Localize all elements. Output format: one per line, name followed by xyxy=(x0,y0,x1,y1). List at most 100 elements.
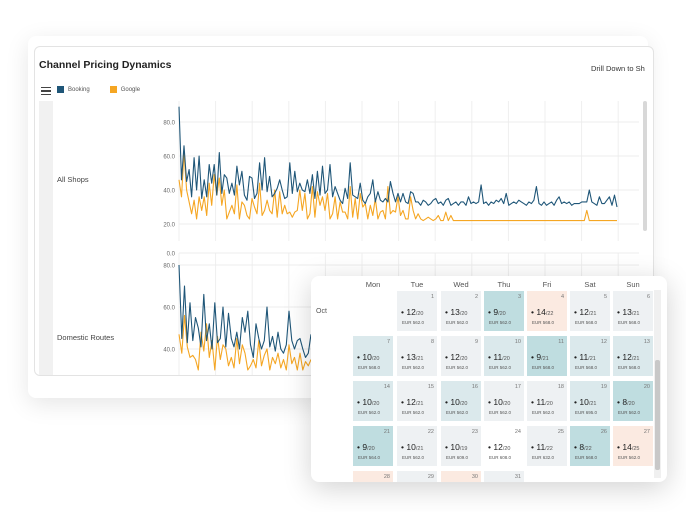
bullet-icon: • xyxy=(531,352,537,362)
bullet-icon: • xyxy=(445,307,451,317)
day-header-wed: Wed xyxy=(453,280,469,289)
drill-down-link[interactable]: Drill Down to Sh xyxy=(591,64,645,73)
calendar-day-3[interactable]: 3 • 9/20 EUR 562.0 xyxy=(483,290,525,332)
bullet-icon: • xyxy=(531,442,537,452)
price-value: 12 xyxy=(493,442,503,452)
day-eur-price: EUR 562.0 xyxy=(489,365,512,370)
price-value: 12 xyxy=(622,352,632,362)
calendar-day-5[interactable]: 5 • 12/21 EUR 568.0 xyxy=(569,290,611,332)
day-number: 27 xyxy=(643,429,650,435)
price-value: 11 xyxy=(579,352,589,362)
day-eur-price: EUR 562.0 xyxy=(402,455,425,460)
calendar-day-19[interactable]: 19 • 10/21 EUR 695.0 xyxy=(569,380,611,422)
day-price: • 9/20 xyxy=(488,307,506,317)
day-eur-price: EUR 568.0 xyxy=(532,365,555,370)
day-price: • 12/21 xyxy=(617,352,639,362)
day-number: 23 xyxy=(471,429,478,435)
calendar-day-4[interactable]: 4 • 14/22 EUR 568.0 xyxy=(526,290,568,332)
day-number: 12 xyxy=(600,339,607,345)
bullet-icon: • xyxy=(574,397,580,407)
series-line-booking-all-shops xyxy=(178,106,618,208)
calendar-day-13[interactable]: 13 • 12/21 EUR 568.0 xyxy=(612,335,654,377)
day-number: 28 xyxy=(383,474,390,480)
calendar-day-27[interactable]: 27 • 14/25 EUR 562.0 xyxy=(612,425,654,467)
price-sub: /20 xyxy=(545,401,553,407)
calendar-day-31[interactable]: 31 xyxy=(483,470,525,482)
day-number: 26 xyxy=(600,429,607,435)
price-value: 9 xyxy=(493,307,499,317)
day-number: 18 xyxy=(557,384,564,390)
price-value: 11 xyxy=(536,442,546,452)
day-price: • 14/25 xyxy=(617,442,639,452)
hamburger-menu-icon[interactable] xyxy=(41,87,51,95)
calendar-day-18[interactable]: 18 • 11/20 EUR 562.0 xyxy=(526,380,568,422)
y-tick-label: 80.0 xyxy=(163,121,175,127)
calendar-day-14[interactable]: 14 • 10/20 EUR 562.0 xyxy=(352,380,394,422)
day-eur-price: EUR 568.0 xyxy=(532,320,555,325)
calendar-day-21[interactable]: 21 • 9/20 EUR 564.0 xyxy=(352,425,394,467)
day-eur-price: EUR 564.0 xyxy=(358,455,381,460)
price-sub: /21 xyxy=(415,356,424,362)
calendar-day-28[interactable]: 28 xyxy=(352,470,394,482)
calendar-scrollbar[interactable] xyxy=(654,290,661,478)
price-sub: /20 xyxy=(371,356,380,362)
calendar-day-2[interactable]: 2 • 13/20 EUR 562.0 xyxy=(440,290,482,332)
calendar-day-11[interactable]: 11 • 9/21 EUR 568.0 xyxy=(526,335,568,377)
price-sub: /22 xyxy=(584,446,592,452)
price-sub: /22 xyxy=(545,446,553,452)
calendar-scroll-thumb[interactable] xyxy=(655,360,660,470)
price-value: 10 xyxy=(579,397,589,407)
day-price: • 10/20 xyxy=(357,397,379,407)
price-sub: /21 xyxy=(541,356,549,362)
day-eur-price: EUR 568.0 xyxy=(575,320,598,325)
day-number: 21 xyxy=(383,429,390,435)
calendar-day-8[interactable]: 8 • 13/21 EUR 562.0 xyxy=(396,335,438,377)
day-number: 24 xyxy=(514,429,521,435)
calendar-day-12[interactable]: 12 • 11/21 EUR 568.0 xyxy=(569,335,611,377)
calendar-day-16[interactable]: 16 • 10/20 EUR 562.0 xyxy=(440,380,482,422)
calendar-day-30[interactable]: 30 xyxy=(440,470,482,482)
calendar-day-9[interactable]: 9 • 12/20 EUR 562.0 xyxy=(440,335,482,377)
price-value: 8 xyxy=(622,397,628,407)
bullet-icon: • xyxy=(574,352,580,362)
calendar-day-20[interactable]: 20 • 8/20 EUR 562.0 xyxy=(612,380,654,422)
legend-swatch-booking xyxy=(57,86,64,93)
day-eur-price: EUR 562.0 xyxy=(618,455,641,460)
day-number: 29 xyxy=(427,474,434,480)
day-header-fri: Fri xyxy=(542,280,552,289)
legend-item-booking[interactable]: Booking xyxy=(57,86,90,93)
day-eur-price: EUR 562.0 xyxy=(446,320,469,325)
price-value: 13 xyxy=(406,352,416,362)
day-price: • 12/20 xyxy=(401,307,423,317)
calendar-day-29[interactable]: 29 xyxy=(396,470,438,482)
y-tick-label: 80.0 xyxy=(163,264,175,270)
price-value: 12 xyxy=(579,307,589,317)
calendar-day-10[interactable]: 10 • 11/20 EUR 562.0 xyxy=(483,335,525,377)
calendar-day-22[interactable]: 22 • 10/21 EUR 562.0 xyxy=(396,425,438,467)
price-sub: /20 xyxy=(459,311,468,317)
price-value: 11 xyxy=(493,352,503,362)
calendar-day-7[interactable]: 7 • 10/20 EUR 568.0 xyxy=(352,335,394,377)
day-eur-price: EUR 562.0 xyxy=(446,410,469,415)
y-tick-label: 0.0 xyxy=(167,252,176,258)
calendar-day-1[interactable]: 1 • 12/20 EUR 562.0 xyxy=(396,290,438,332)
calendar-day-6[interactable]: 6 • 13/21 EUR 568.0 xyxy=(612,290,654,332)
calendar-day-26[interactable]: 26 • 8/22 EUR 568.0 xyxy=(569,425,611,467)
calendar-day-25[interactable]: 25 • 11/22 EUR 632.0 xyxy=(526,425,568,467)
legend-item-google[interactable]: Google xyxy=(109,86,140,93)
bullet-icon: • xyxy=(357,442,363,452)
chart-title: Channel Pricing Dynamics xyxy=(39,59,172,71)
calendar-day-23[interactable]: 23 • 10/19 EUR 609.0 xyxy=(440,425,482,467)
calendar-day-17[interactable]: 17 • 10/20 EUR 562.0 xyxy=(483,380,525,422)
price-sub: /25 xyxy=(631,446,640,452)
calendar-day-15[interactable]: 15 • 12/21 EUR 562.0 xyxy=(396,380,438,422)
bullet-icon: • xyxy=(617,352,623,362)
chart-scrollbar[interactable] xyxy=(643,101,647,231)
price-sub: /21 xyxy=(588,311,597,317)
calendar-day-24[interactable]: 24 • 12/20 EUR 608.0 xyxy=(483,425,525,467)
y-tick-label: 60.0 xyxy=(163,155,175,161)
price-sub: /21 xyxy=(588,356,596,362)
day-number: 22 xyxy=(427,429,434,435)
day-eur-price: EUR 609.0 xyxy=(446,455,469,460)
day-number: 17 xyxy=(514,384,521,390)
